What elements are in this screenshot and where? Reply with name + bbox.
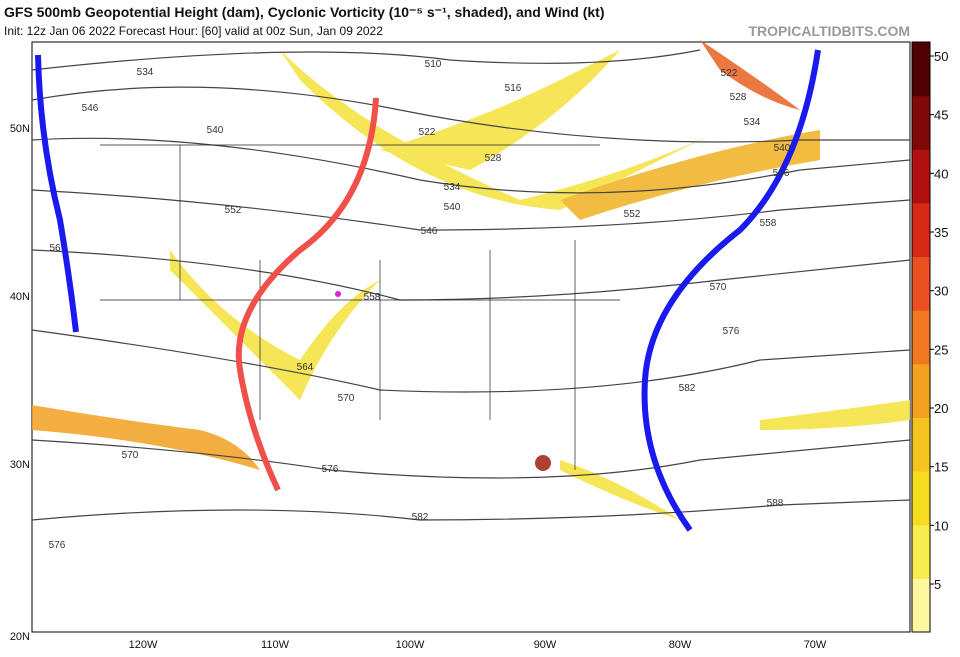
lon-label: 80W: [669, 639, 692, 651]
contour-label: 540: [774, 143, 791, 154]
contour-label: 552: [225, 205, 242, 216]
contour-label: 558: [760, 218, 777, 229]
contour-label: 582: [679, 383, 696, 394]
contour-label: 564: [297, 362, 314, 373]
colorbar-swatch: [912, 310, 930, 365]
lat-label: 30N: [10, 459, 30, 471]
contour-label: 570: [122, 450, 139, 461]
contour-label: 546: [82, 103, 99, 114]
map: [31, 40, 911, 633]
colorbar: 5 10 15 20 25 30 35 40 45 50: [911, 41, 948, 633]
ridge-axis: [641, 49, 821, 532]
contour-label: 558: [364, 292, 381, 303]
contour-label: 588: [767, 498, 784, 509]
colorbar-tick-label: 50: [934, 49, 948, 64]
subtitle: Init: 12z Jan 06 2022 Forecast Hour: [60…: [4, 24, 383, 38]
colorbar-swatch: [912, 471, 930, 526]
lon-label: 110W: [261, 639, 290, 651]
contour-label: 546: [773, 168, 790, 179]
colorbar-swatch: [912, 42, 930, 97]
contour-label: 546: [421, 226, 438, 237]
lon-label: 120W: [129, 639, 158, 651]
contour-label: 570: [338, 393, 355, 404]
boundaries: [100, 144, 620, 470]
contour-label: 522: [419, 127, 436, 138]
lat-label: 50N: [10, 123, 30, 135]
contour-label: 576: [49, 540, 66, 551]
colorbar-tick-label: 40: [934, 166, 948, 181]
contour-label: 522: [721, 68, 738, 79]
lat-label: 20N: [10, 631, 30, 643]
contour-label: 570: [710, 282, 727, 293]
colorbar-swatch: [912, 524, 930, 579]
contour-label: 540: [444, 202, 461, 213]
colorbar-tick-label: 15: [934, 460, 948, 475]
colorbar-swatch: [912, 363, 930, 418]
lon-label: 70W: [804, 639, 827, 651]
contour-label: 516: [505, 83, 522, 94]
colorbar-swatch: [912, 95, 930, 150]
colorbar-tick-label: 45: [934, 108, 948, 123]
contour-label: 582: [412, 512, 429, 523]
contour-label: 528: [485, 153, 502, 164]
lon-label: 100W: [396, 639, 425, 651]
trough-axis: [235, 97, 379, 492]
colorbar-swatch: [912, 578, 930, 633]
title: GFS 500mb Geopotential Height (dam), Cyc…: [4, 4, 605, 20]
colorbar-tick-label: 30: [934, 284, 948, 299]
contour-label: 540: [207, 125, 224, 136]
contour-label: 534: [444, 182, 461, 193]
colorbar-swatch: [912, 256, 930, 311]
contour-label: 534: [137, 67, 154, 78]
contour-label: 510: [425, 59, 442, 70]
contour-label: 534: [744, 117, 761, 128]
contour-label: 528: [730, 92, 747, 103]
marker: [335, 291, 341, 297]
colorbar-tick-label: 35: [934, 225, 948, 240]
colorbar-tick-label: 25: [934, 342, 948, 357]
colorbar-swatch: [912, 202, 930, 258]
lon-label: 90W: [534, 639, 557, 651]
colorbar-swatch: [912, 149, 930, 204]
colorbar-tick-label: 5: [934, 577, 941, 592]
contour-label: 56: [49, 243, 61, 254]
trough-axis: [35, 54, 79, 333]
site-name: TROPICALTIDBITS.COM: [748, 23, 910, 39]
contour-label: 576: [322, 464, 339, 475]
colorbar-tick-label: 10: [934, 518, 948, 533]
colorbar-tick-label: 20: [934, 401, 948, 416]
contour-label: 552: [624, 209, 641, 220]
colorbar-frame: [911, 41, 931, 633]
contour-label: 576: [723, 326, 740, 337]
lat-label: 40N: [10, 291, 30, 303]
colorbar-swatch: [912, 417, 930, 472]
